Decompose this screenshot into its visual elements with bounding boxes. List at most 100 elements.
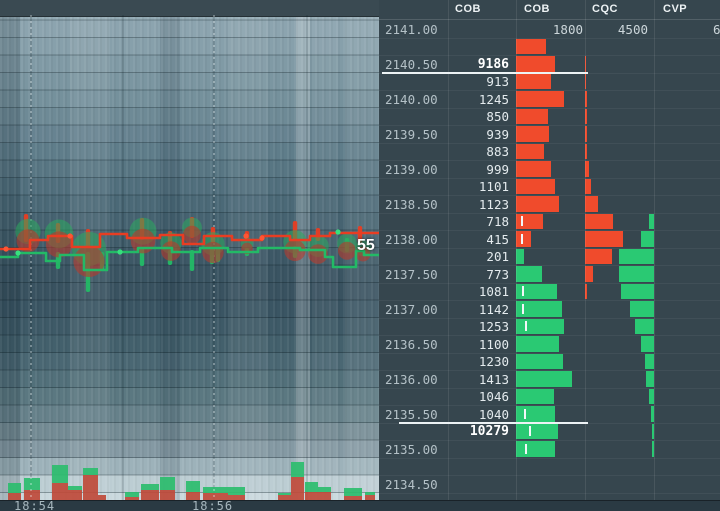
ladder-row[interactable]: 2137.00 1142 bbox=[379, 300, 720, 319]
sell-volume-bar bbox=[228, 495, 245, 500]
price-cell: 2139.50 bbox=[385, 126, 438, 142]
sell-volume-bar bbox=[24, 490, 40, 500]
heatmap-row bbox=[0, 15, 379, 20]
ladder-row[interactable]: 2135.50 1040 bbox=[379, 405, 720, 424]
heatmap-row bbox=[0, 422, 379, 440]
bid-depth-bar bbox=[516, 353, 563, 369]
bid-wick bbox=[189, 250, 195, 271]
column-header-cob-bars[interactable]: COB bbox=[524, 3, 550, 15]
ladder-row[interactable]: 850 bbox=[379, 108, 720, 126]
ladder-row[interactable]: 2139.00 999 bbox=[379, 160, 720, 179]
ladder-row[interactable]: 2135.00 bbox=[379, 440, 720, 459]
ladder-row[interactable]: 2134.50 bbox=[379, 475, 720, 494]
heatmap-row bbox=[0, 107, 379, 125]
ladder-row[interactable]: 718 bbox=[379, 213, 720, 231]
sell-trade-bubble bbox=[45, 231, 73, 258]
ladder-row[interactable]: 201 bbox=[379, 248, 720, 266]
sell-volume-bar bbox=[83, 475, 98, 500]
heatmap-row bbox=[0, 177, 379, 195]
ask-depth-bar bbox=[516, 143, 545, 159]
size-cell: 1253 bbox=[478, 319, 509, 334]
column-header-cqc[interactable]: CQC bbox=[592, 3, 618, 15]
cumulative-ask-bar bbox=[585, 231, 623, 247]
ask-dot bbox=[259, 235, 265, 241]
ladder-row[interactable]: 1081 bbox=[379, 283, 720, 301]
ladder-row[interactable]: 2140.50 9186 bbox=[379, 55, 720, 74]
ladder-row[interactable]: 2141.00 bbox=[379, 20, 720, 39]
ladder-row[interactable] bbox=[379, 458, 720, 476]
dom-ladder-panel[interactable]: COB COB CQC CVP 1800 4500 6 2141.00 2140.… bbox=[379, 0, 720, 511]
size-cell: 201 bbox=[486, 249, 509, 264]
buy-volume-bar bbox=[68, 486, 82, 490]
ask-depth-bar bbox=[516, 178, 556, 194]
heatmap-row bbox=[0, 300, 379, 318]
ladder-row[interactable]: 2137.50 773 bbox=[379, 265, 720, 284]
buy-volume-bar bbox=[278, 493, 291, 495]
sell-trade-bubble bbox=[337, 241, 357, 260]
ladder-row[interactable]: 2136.00 1413 bbox=[379, 370, 720, 389]
bid-depth-bar bbox=[516, 248, 524, 264]
heatmap-chart[interactable]: 55 bbox=[0, 0, 379, 511]
buy-volume-bar bbox=[365, 492, 375, 495]
chart-top-band bbox=[0, 0, 379, 17]
heatmap-row bbox=[0, 90, 379, 108]
column-header-cvp[interactable]: CVP bbox=[663, 3, 688, 15]
ask-dot bbox=[67, 233, 73, 239]
sell-volume-bar bbox=[160, 490, 175, 500]
price-cell: 2134.50 bbox=[385, 476, 438, 492]
price-cell: 2141.00 bbox=[385, 21, 438, 37]
ask-depth-bar bbox=[516, 38, 547, 54]
bid-depth-bar bbox=[516, 371, 572, 387]
cumulative-bid-bar bbox=[635, 318, 654, 334]
heatmap-stripe bbox=[228, 15, 268, 500]
ladder-row[interactable]: 2136.50 1100 bbox=[379, 335, 720, 354]
buy-volume-bar bbox=[160, 477, 175, 490]
price-cell: 2139.00 bbox=[385, 161, 438, 177]
ask-depth-bar bbox=[516, 73, 551, 89]
cumulative-ask-bar bbox=[585, 73, 586, 89]
sell-volume-bar bbox=[52, 483, 68, 500]
ladder-row[interactable]: 2138.00 415 bbox=[379, 230, 720, 249]
price-cell: 2136.00 bbox=[385, 371, 438, 387]
size-cell: 1101 bbox=[478, 179, 509, 194]
ladder-row[interactable]: 10279 bbox=[379, 423, 720, 441]
cumulative-ask-bar bbox=[585, 143, 588, 159]
price-cell: 2138.50 bbox=[385, 196, 438, 212]
column-separator bbox=[654, 0, 655, 500]
ladder-row[interactable]: 2140.00 1245 bbox=[379, 90, 720, 109]
depth-bar-tick bbox=[525, 443, 527, 454]
ladder-row[interactable]: 1253 bbox=[379, 318, 720, 336]
book-boundary-line bbox=[382, 72, 588, 74]
heatmap-row bbox=[0, 335, 379, 353]
ask-depth-bar bbox=[516, 91, 564, 107]
ladder-row[interactable]: 2139.50 939 bbox=[379, 125, 720, 144]
ladder-row[interactable]: 1101 bbox=[379, 178, 720, 196]
column-header-cob-sizes[interactable]: COB bbox=[455, 3, 481, 15]
ladder-row[interactable]: 913 bbox=[379, 73, 720, 91]
cumulative-bid-bar bbox=[630, 301, 654, 317]
heatmap-stripe bbox=[296, 15, 310, 500]
cumulative-ask-bar bbox=[585, 56, 586, 72]
time-axis[interactable]: 18:54 18:56 bbox=[0, 499, 720, 511]
cumulative-bid-bar bbox=[645, 353, 654, 369]
heatmap-row bbox=[0, 317, 379, 335]
cumulative-bid-bar bbox=[618, 266, 654, 282]
price-action-overlay bbox=[0, 15, 379, 500]
ladder-row[interactable]: 2138.50 1123 bbox=[379, 195, 720, 214]
ladder-row[interactable] bbox=[379, 38, 720, 56]
ladder-row[interactable]: 883 bbox=[379, 143, 720, 161]
sell-volume-bar bbox=[318, 492, 331, 500]
buy-volume-bar bbox=[291, 462, 304, 477]
cumulative-ask-bar bbox=[585, 196, 598, 212]
size-cell: 718 bbox=[486, 214, 509, 229]
ladder-row[interactable]: 1046 bbox=[379, 388, 720, 406]
ladder-row[interactable]: 1230 bbox=[379, 353, 720, 371]
depth-bar-tick bbox=[522, 303, 524, 314]
cumulative-ask-bar bbox=[585, 126, 587, 142]
size-cell: 1245 bbox=[478, 91, 509, 107]
cumulative-ask-bar bbox=[585, 266, 593, 282]
sell-trade-bubble bbox=[73, 245, 105, 278]
cumulative-ask-bar bbox=[585, 161, 589, 177]
bid-depth-bar bbox=[516, 406, 556, 422]
cumulative-ask-bar bbox=[585, 248, 612, 264]
